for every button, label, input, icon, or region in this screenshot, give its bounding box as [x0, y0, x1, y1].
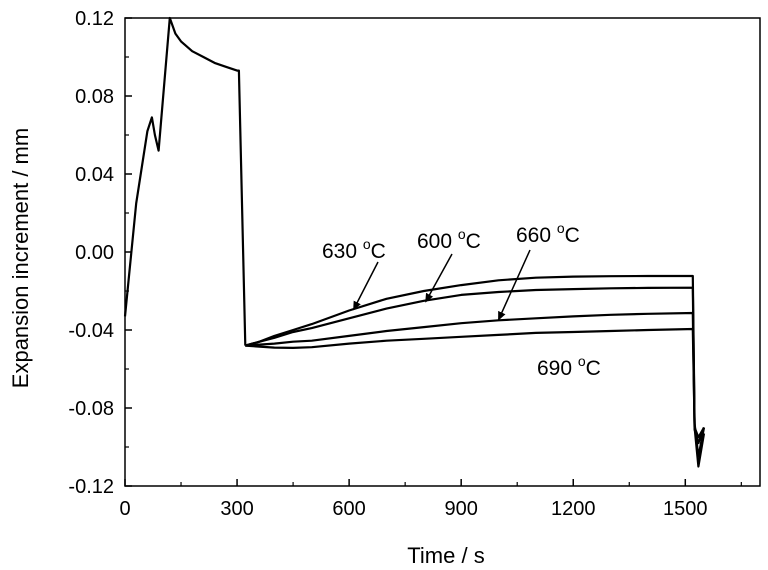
y-tick-label: 0.00: [75, 242, 114, 264]
y-tick-label: 0.12: [75, 8, 114, 30]
annotations: 630 oC 600 oC 660 oC 690 oC: [322, 220, 601, 380]
annotation-630C: 630 oC: [322, 236, 386, 263]
y-axis-title: Expansion increment / mm: [8, 128, 33, 388]
y-tick-label: -0.04: [68, 320, 114, 342]
annotation-arrow-630: [352, 261, 379, 311]
series-line-660: [245, 311, 706, 445]
annotation-arrow-660: [497, 249, 531, 321]
series-line-690: [245, 327, 705, 439]
series-lines: [123, 16, 706, 468]
x-tick-label: 0: [119, 498, 130, 520]
x-axis-title: Time / s: [407, 543, 484, 568]
y-tick-label: 0.08: [75, 86, 114, 108]
annotation-660C: 660 oC: [516, 220, 580, 247]
y-tick-label: -0.08: [68, 398, 114, 420]
x-tick-label: 900: [444, 498, 477, 520]
series-line-600: [245, 286, 706, 468]
x-ticks: 0 300 600 900 1200 1500: [119, 479, 742, 520]
series-line-630: [245, 274, 706, 458]
y-tick-label: 0.04: [75, 164, 114, 186]
common-heating-line: [123, 16, 247, 346]
x-tick-label: 600: [332, 498, 365, 520]
annotation-690C: 690 oC: [537, 353, 601, 380]
y-ticks: 0.12 0.08 0.04 0.00 -0.04 -0.08 -0.12: [68, 8, 132, 498]
x-tick-label: 300: [220, 498, 253, 520]
x-tick-label: 1500: [663, 498, 708, 520]
annotation-600C: 600 oC: [417, 226, 481, 253]
y-tick-label: -0.12: [68, 476, 114, 498]
x-tick-label: 1200: [551, 498, 596, 520]
annotation-arrow-600: [425, 253, 453, 303]
